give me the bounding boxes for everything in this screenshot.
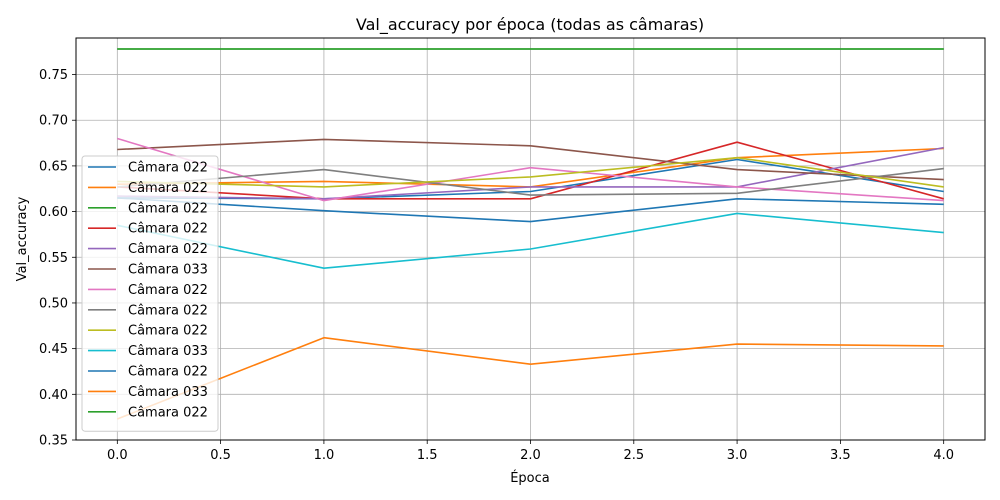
legend-entry-label: Câmara 022 xyxy=(128,303,208,318)
chart-title: Val_accuracy por época (todas as câmaras… xyxy=(356,15,704,35)
legend-box xyxy=(81,155,219,432)
legend-entry-label: Câmara 022 xyxy=(128,222,208,237)
legend-entry-label: Câmara 033 xyxy=(128,344,208,359)
y-tick-label: 0.60 xyxy=(39,205,68,220)
y-tick-label: 0.65 xyxy=(39,159,68,174)
legend-entry-label: Câmara 033 xyxy=(128,263,208,278)
y-tick-label: 0.45 xyxy=(39,342,68,357)
series-line-7 xyxy=(117,137,944,202)
grid-layer xyxy=(76,38,985,441)
y-tick-label: 0.70 xyxy=(39,114,68,129)
y-tick-label: 0.40 xyxy=(39,388,68,403)
series-layer xyxy=(117,48,944,420)
series-line-4 xyxy=(117,141,944,200)
x-tick-label: 3.5 xyxy=(830,448,851,463)
legend-entry-label: Câmara 033 xyxy=(128,385,208,400)
y-axis: 0.35 0.40 0.45 0.50 0.55 0.60 0.65 0.70 0.75 xyxy=(39,68,76,449)
series-line-6 xyxy=(117,138,944,181)
series-line-11 xyxy=(117,197,944,223)
x-axis-label: Época xyxy=(510,470,550,486)
legend-entry-label: Câmara 022 xyxy=(128,365,208,380)
x-tick-label: 2.0 xyxy=(520,448,541,463)
legend-entry-label: Câmara 022 xyxy=(128,161,208,176)
legend-entry-label: Câmara 022 xyxy=(128,283,208,298)
y-axis-label: Val_accuracy xyxy=(15,196,30,281)
series-line-5 xyxy=(117,146,944,200)
legend-entry-label: Câmara 022 xyxy=(128,405,208,420)
legend-entry-label: Câmara 022 xyxy=(128,181,208,196)
series-line-10 xyxy=(117,212,944,270)
x-axis: 0.0 0.5 1.0 1.5 2.0 2.5 3.0 3.5 4.0 xyxy=(107,440,954,463)
y-tick-label: 0.35 xyxy=(39,434,68,449)
legend-entry-label: Câmara 022 xyxy=(128,201,208,216)
x-tick-label: 0.0 xyxy=(107,448,128,463)
y-tick-label: 0.55 xyxy=(39,251,68,266)
x-tick-label: 0.5 xyxy=(210,448,231,463)
series-line-12 xyxy=(117,336,944,420)
x-tick-label: 4.0 xyxy=(933,448,954,463)
series-line-9 xyxy=(117,156,944,188)
legend-entry-label: Câmara 022 xyxy=(128,242,208,257)
x-tick-label: 1.5 xyxy=(417,448,438,463)
x-tick-label: 3.0 xyxy=(727,448,748,463)
x-tick-label: 2.5 xyxy=(623,448,644,463)
legend: Câmara 022 Câmara 022 Câmara 022 Câmara 022… xyxy=(81,155,219,432)
x-tick-label: 1.0 xyxy=(314,448,335,463)
y-tick-label: 0.50 xyxy=(39,296,68,311)
series-line-8 xyxy=(117,167,944,196)
legend-entry-label: Câmara 022 xyxy=(128,324,208,339)
y-tick-label: 0.75 xyxy=(39,68,68,83)
